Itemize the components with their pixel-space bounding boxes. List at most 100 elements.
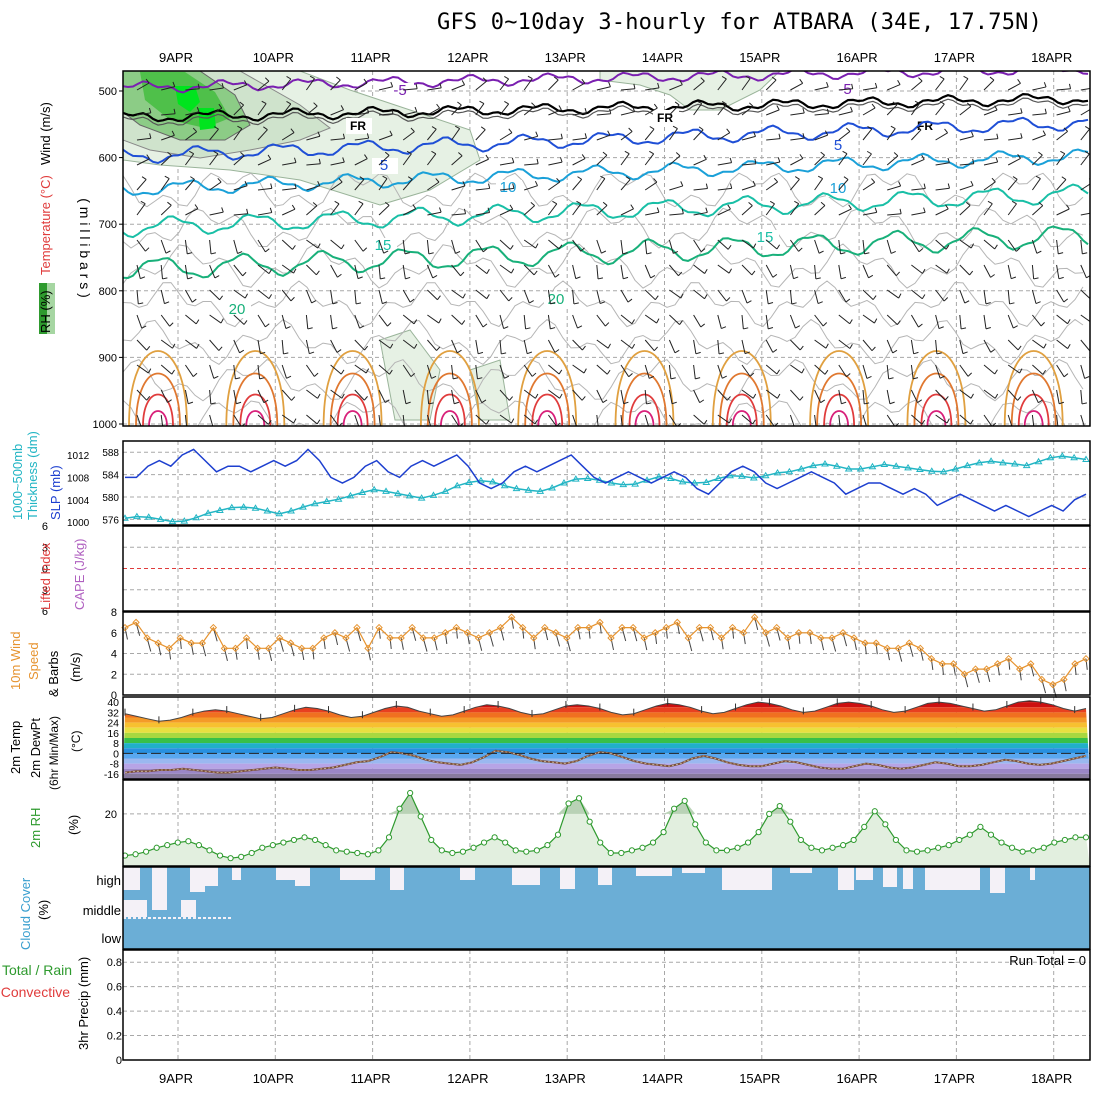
wind-barb-flag bbox=[458, 152, 463, 157]
wind-barb bbox=[1007, 203, 1017, 216]
wind-barb-flag bbox=[1011, 276, 1017, 280]
wind-barb bbox=[644, 239, 648, 254]
rh-point bbox=[797, 836, 804, 844]
wind-speed-point bbox=[309, 644, 317, 653]
wind-barb-flag bbox=[726, 128, 731, 134]
wind-barb-flag bbox=[529, 300, 534, 304]
wind-barb-flag bbox=[923, 207, 926, 213]
thickness-point bbox=[702, 478, 711, 485]
wind-speed-point bbox=[298, 644, 306, 653]
wind-barb-flag bbox=[851, 83, 854, 89]
wind-barb bbox=[451, 364, 454, 379]
rh-point bbox=[385, 834, 393, 841]
wind-barb-flag bbox=[896, 320, 901, 325]
wind-barb-flag bbox=[577, 325, 583, 329]
wind-barb bbox=[330, 109, 344, 116]
wind-barb-flag bbox=[535, 393, 539, 399]
thickness-point bbox=[1034, 457, 1043, 465]
wind-barb bbox=[403, 88, 418, 91]
wind-barb bbox=[160, 264, 163, 279]
rh-point bbox=[375, 847, 382, 854]
thickness-point bbox=[916, 465, 924, 473]
wind-barb-flag bbox=[431, 375, 437, 379]
wind-barb-flag bbox=[751, 270, 756, 276]
rh-point bbox=[438, 847, 445, 854]
wind-barb bbox=[1032, 339, 1045, 349]
wind-barb-flag bbox=[141, 325, 147, 329]
wind-speed-line bbox=[124, 616, 1087, 686]
wind-barb bbox=[378, 289, 383, 304]
wind-barb bbox=[451, 155, 463, 166]
wind-barb-flag bbox=[318, 158, 321, 164]
wind-barb bbox=[1032, 113, 1047, 116]
wind-barb bbox=[257, 389, 265, 403]
rh-point bbox=[1019, 848, 1026, 855]
wind-barb bbox=[789, 414, 795, 426]
thickness-point bbox=[987, 457, 995, 464]
surface-wind-barb bbox=[323, 637, 326, 650]
wind-barb bbox=[983, 414, 993, 426]
wind-barb-flag bbox=[213, 375, 219, 379]
axis-label-wind: Wind (m/s) bbox=[38, 102, 53, 165]
wind-barb bbox=[790, 339, 801, 351]
rh-point bbox=[512, 847, 519, 854]
wind-barb-flag bbox=[817, 301, 823, 305]
wind-barb-flag bbox=[602, 201, 608, 206]
wind-barb bbox=[959, 314, 962, 329]
wind-barb bbox=[935, 208, 949, 216]
wind-barb-flag bbox=[871, 178, 876, 183]
axis-label-barbs: & Barbs bbox=[46, 650, 61, 697]
wind-barb bbox=[281, 389, 292, 401]
pressure-tick-label: 1000 bbox=[93, 419, 117, 431]
wind-barb-flag bbox=[454, 125, 460, 129]
wind-barb bbox=[886, 314, 898, 326]
wind-barb-flag bbox=[382, 301, 388, 305]
wind-barb bbox=[1032, 205, 1044, 216]
thickness-point bbox=[1082, 455, 1090, 462]
cloud-gap bbox=[722, 867, 772, 890]
axis-label-speed: Speed bbox=[26, 642, 41, 680]
wind-barb bbox=[548, 138, 563, 141]
surface-wind-barb bbox=[599, 622, 602, 634]
wind-speed-point bbox=[739, 629, 748, 637]
wind-barb bbox=[499, 264, 512, 274]
rh-point bbox=[671, 805, 678, 812]
wind-barb bbox=[814, 364, 826, 375]
wind-barb bbox=[451, 185, 466, 191]
wind-barb-flag bbox=[699, 399, 705, 404]
wind-barb bbox=[136, 158, 150, 166]
wind-barb-flag bbox=[481, 399, 487, 404]
wind-barb-flag bbox=[845, 298, 851, 303]
wind-barb bbox=[475, 187, 490, 191]
wind-barb bbox=[935, 78, 945, 91]
wind-barb-flag bbox=[1067, 106, 1071, 112]
wind-barb bbox=[1056, 208, 1070, 216]
axis-label-wind-units: (m/s) bbox=[68, 652, 83, 682]
wind-barb bbox=[305, 314, 309, 329]
pressure-tick-label: 900 bbox=[99, 352, 117, 364]
warm-contour bbox=[1023, 410, 1044, 426]
wind-speed-point bbox=[154, 639, 162, 647]
rh-point bbox=[195, 842, 203, 849]
wind-barb-flag bbox=[405, 276, 411, 280]
wind-barb bbox=[644, 364, 650, 379]
wind-barb-flag bbox=[530, 202, 535, 207]
wind-barb bbox=[427, 128, 437, 141]
wind-barb bbox=[572, 314, 578, 329]
wind-barb bbox=[959, 239, 972, 249]
wind-barb bbox=[596, 339, 609, 349]
wind-barb-flag bbox=[944, 128, 949, 134]
wind-speed-point bbox=[927, 654, 936, 663]
thickness-point bbox=[251, 504, 260, 511]
wind-barb bbox=[1056, 179, 1067, 191]
wind-barb bbox=[983, 289, 987, 304]
wind-barb-flag bbox=[309, 75, 315, 80]
wind-barb bbox=[233, 389, 237, 404]
wind-barb bbox=[572, 339, 583, 351]
wind-barb-flag bbox=[334, 200, 340, 205]
wind-barb-flag bbox=[606, 369, 611, 375]
wind-barb-flag bbox=[187, 428, 192, 429]
wind-barb bbox=[693, 158, 707, 166]
wind-barb bbox=[451, 128, 461, 141]
wind-barb bbox=[1007, 82, 1021, 91]
